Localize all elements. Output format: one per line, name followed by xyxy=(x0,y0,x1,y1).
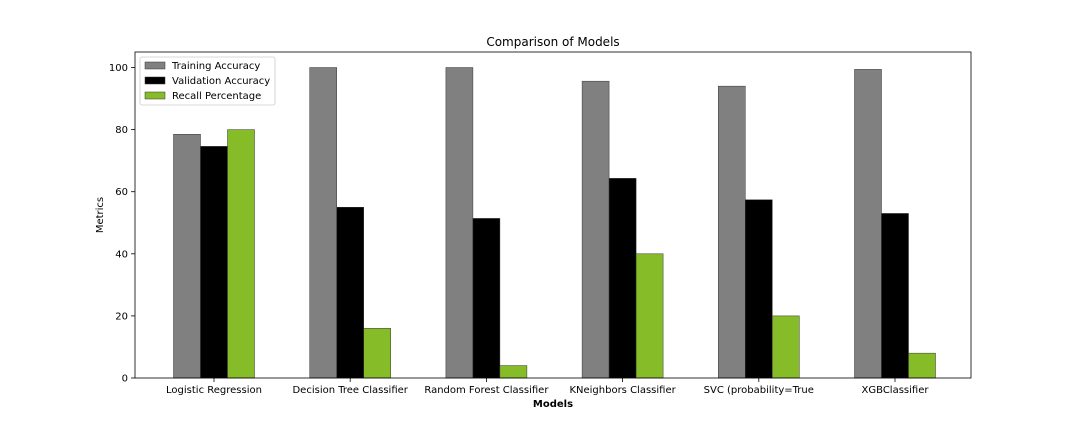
legend-label-recall-percentage: Recall Percentage xyxy=(172,91,261,102)
bars-layer xyxy=(173,67,936,379)
bar-training-accuracy xyxy=(718,85,746,379)
plot-frame xyxy=(134,51,972,379)
x-tick-label: Random Forest Classifier xyxy=(424,385,549,396)
y-tick-label: 60 xyxy=(115,187,128,198)
bar-recall-percentage xyxy=(363,328,391,379)
x-tick-label: Decision Tree Classifier xyxy=(292,385,408,396)
x-axis: Logistic Regression Decision Tree Classif… xyxy=(166,378,929,396)
bar-recall-percentage xyxy=(635,253,664,379)
x-tick-label: XGBClassifier xyxy=(862,385,930,396)
y-axis-label: Metrics xyxy=(95,197,106,233)
bar-training-accuracy xyxy=(581,80,610,379)
chart-title: Comparison of Models xyxy=(486,35,619,49)
bar-validation-accuracy xyxy=(881,213,909,379)
legend-swatch-recall-percentage xyxy=(144,91,166,100)
bar-recall-percentage xyxy=(499,365,528,379)
bar-validation-accuracy xyxy=(608,178,637,379)
bar-training-accuracy xyxy=(854,69,882,379)
y-tick-label: 40 xyxy=(115,249,128,260)
bar-recall-percentage xyxy=(772,315,800,379)
y-axis: 0 20 40 60 80 100 xyxy=(109,63,135,385)
legend-swatch-validation-accuracy xyxy=(144,76,166,85)
x-axis-label: Models xyxy=(533,399,573,410)
x-tick-label: SVC (probability=True xyxy=(704,385,814,396)
legend-label-validation-accuracy: Validation Accuracy xyxy=(172,76,270,87)
bar-validation-accuracy xyxy=(336,206,364,379)
bar-validation-accuracy xyxy=(745,199,773,379)
y-tick-label: 100 xyxy=(109,63,128,74)
bar-validation-accuracy xyxy=(472,218,501,379)
bar-validation-accuracy xyxy=(200,146,228,379)
bar-training-accuracy xyxy=(309,67,337,379)
x-tick-label: KNeighbors Classifier xyxy=(569,385,676,396)
y-tick-label: 80 xyxy=(115,125,128,136)
y-tick-label: 0 xyxy=(122,374,128,385)
legend-label-training-accuracy: Training Accuracy xyxy=(171,61,260,72)
bar-recall-percentage xyxy=(227,129,255,379)
bar-recall-percentage xyxy=(908,352,936,379)
bar-training-accuracy xyxy=(445,67,474,379)
legend: Training Accuracy Validation Accuracy Reca… xyxy=(139,56,276,106)
bar-training-accuracy xyxy=(173,134,201,379)
x-tick-label: Logistic Regression xyxy=(166,385,262,396)
y-tick-label: 20 xyxy=(115,311,128,322)
legend-box xyxy=(139,56,276,106)
legend-swatch-training-accuracy xyxy=(144,61,166,70)
